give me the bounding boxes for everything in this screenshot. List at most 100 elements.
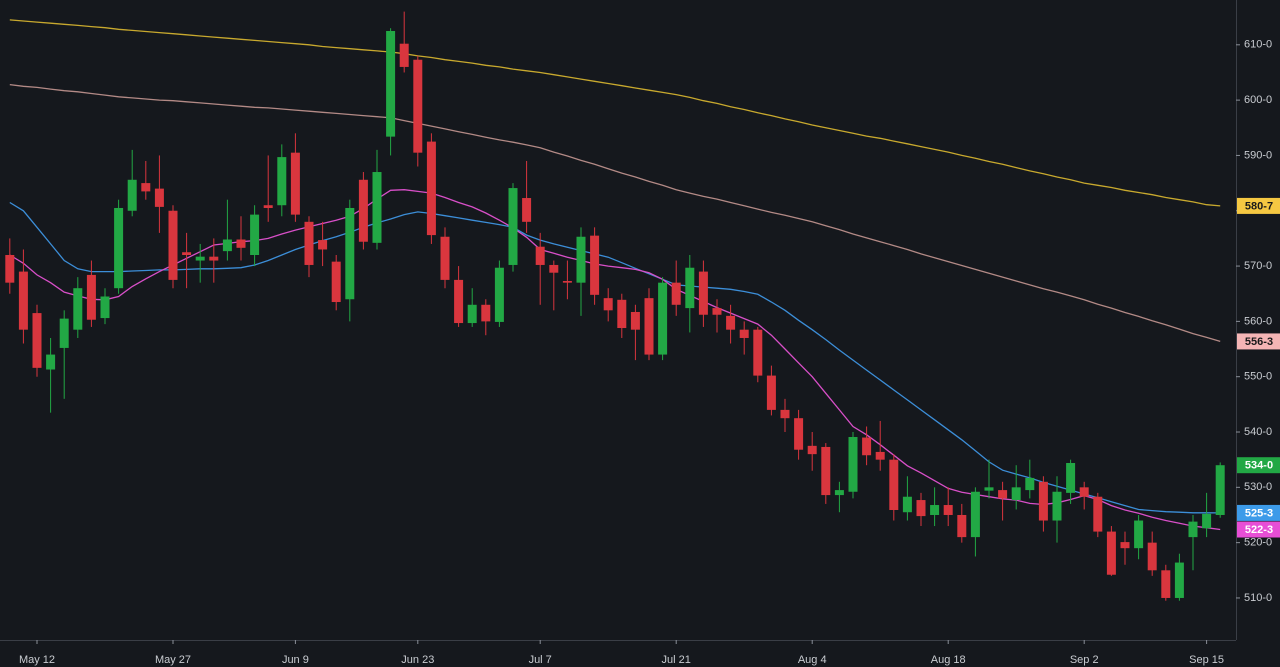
candle-body <box>535 246 545 265</box>
price-badge <box>1237 521 1280 538</box>
x-tick-label: Sep 2 <box>1070 654 1099 666</box>
candle-body <box>970 491 980 538</box>
candle-body <box>1093 496 1103 532</box>
candle-body <box>698 271 708 315</box>
moving-average-line <box>9 189 1221 531</box>
candle-body <box>576 236 586 283</box>
moving-average-line <box>9 19 1221 207</box>
candle-body <box>1038 481 1048 521</box>
price-badge-label: 580-7 <box>1245 200 1273 212</box>
candle-body <box>562 281 572 283</box>
price-badge <box>1237 333 1280 350</box>
candle-body <box>114 207 124 289</box>
y-tick-label: 600-0 <box>1244 94 1272 106</box>
candle-body <box>222 239 232 252</box>
y-tick-label: 510-0 <box>1244 592 1272 604</box>
candle-body <box>930 505 940 515</box>
candle-body <box>984 487 994 491</box>
candle-body <box>18 271 28 330</box>
candle-body <box>290 152 300 215</box>
candle-body <box>236 239 246 248</box>
x-tick-label: Jul 7 <box>529 654 552 666</box>
candle-body <box>1134 520 1144 549</box>
candle-body <box>671 282 681 305</box>
candle-body <box>318 240 328 250</box>
candle-body <box>154 188 164 207</box>
moving-average-line <box>9 83 1221 343</box>
y-tick-label: 530-0 <box>1244 481 1272 493</box>
x-tick-label: Jun 9 <box>282 654 309 666</box>
candle-body <box>644 298 654 355</box>
candle-body <box>331 261 341 303</box>
candle-body <box>250 214 260 256</box>
candle-body <box>943 505 953 515</box>
candle-body <box>59 318 69 348</box>
candle-body <box>658 282 668 355</box>
candle-body <box>1120 542 1130 549</box>
y-tick-label: 570-0 <box>1244 260 1272 272</box>
candle-body <box>794 418 804 450</box>
candle-body <box>345 207 355 300</box>
candle-body <box>426 141 436 236</box>
candle-body <box>209 256 219 261</box>
moving-average-line <box>9 201 1221 514</box>
candle-body <box>522 198 532 222</box>
candle-body <box>413 59 423 153</box>
candle-body <box>182 252 192 256</box>
candle-body <box>467 304 477 324</box>
candle-body <box>834 490 844 496</box>
x-tick-label: Sep 15 <box>1189 654 1224 666</box>
candle-body <box>86 274 96 320</box>
candle-body <box>549 264 559 273</box>
candle-body <box>685 267 695 309</box>
candle-body <box>399 43 409 67</box>
price-badge-label: 556-3 <box>1245 336 1273 348</box>
x-tick-label: Jun 23 <box>401 654 434 666</box>
candle-body <box>494 267 504 322</box>
candle-body <box>726 315 736 330</box>
candle-body <box>508 188 518 265</box>
candle-body <box>998 490 1008 499</box>
candle-body <box>753 329 763 376</box>
candle-body <box>127 179 137 211</box>
price-badge <box>1237 457 1280 474</box>
candle-body <box>32 313 42 368</box>
candle-body <box>195 256 205 261</box>
candle-body <box>386 30 396 137</box>
candle-body <box>358 179 368 242</box>
candle-body <box>1066 462 1076 493</box>
x-tick-label: Aug 4 <box>798 654 827 666</box>
price-badge-label: 525-3 <box>1245 507 1273 519</box>
candle-body <box>1188 521 1198 538</box>
candle-body <box>957 514 967 538</box>
candle-body <box>848 436 858 492</box>
candle-body <box>1147 542 1157 571</box>
candle-body <box>1025 477 1035 491</box>
candle-body <box>263 205 273 208</box>
candle-body <box>1174 562 1184 598</box>
candle-body <box>73 288 83 330</box>
candle-body <box>440 236 450 280</box>
candle-body <box>630 311 640 330</box>
x-tick-label: Jul 21 <box>662 654 691 666</box>
candle-body <box>862 437 872 456</box>
candle-body <box>603 298 613 311</box>
candle-body <box>481 304 491 322</box>
price-badge <box>1237 504 1280 521</box>
y-tick-label: 610-0 <box>1244 39 1272 51</box>
candle-body <box>739 329 749 338</box>
x-tick-label: May 27 <box>155 654 191 666</box>
price-badge-label: 534-0 <box>1245 460 1273 472</box>
candle-body <box>46 354 56 370</box>
candle-body <box>1052 491 1062 521</box>
y-tick-label: 540-0 <box>1244 426 1272 438</box>
candle-body <box>277 157 287 206</box>
candle-body <box>1011 487 1021 501</box>
candle-body <box>1106 531 1116 575</box>
candle-body <box>1161 570 1171 598</box>
x-tick-label: Aug 18 <box>931 654 966 666</box>
candle-body <box>454 279 464 324</box>
candle-body <box>617 299 627 329</box>
